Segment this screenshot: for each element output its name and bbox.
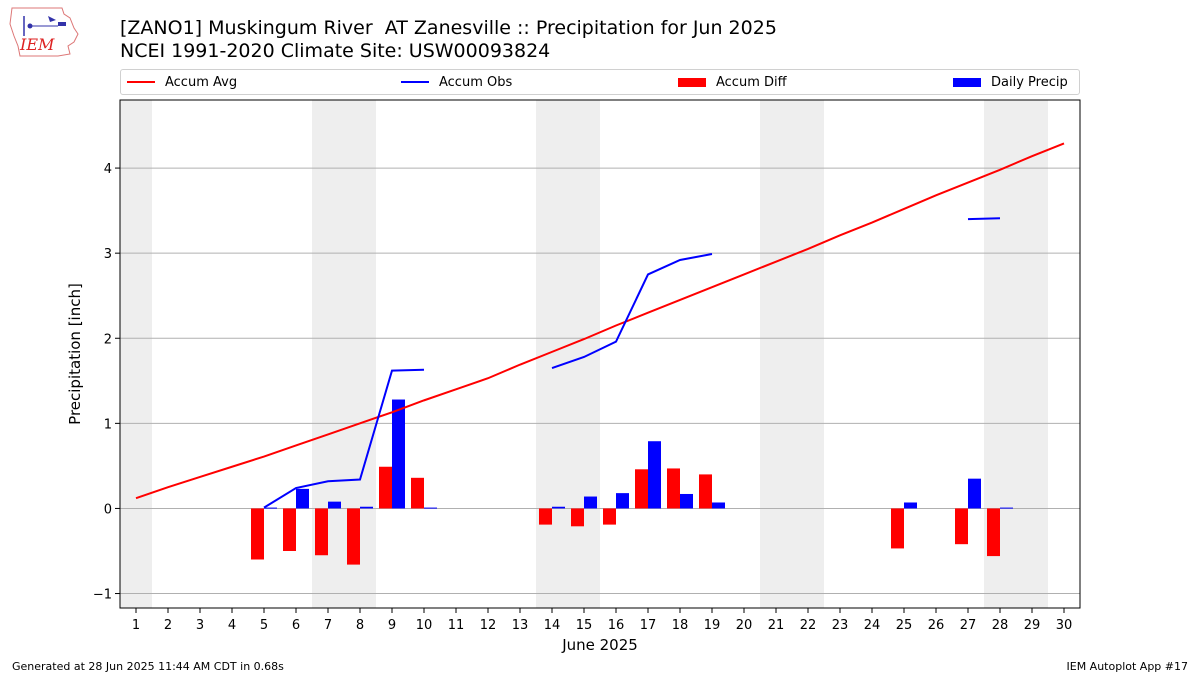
x-tick-label-18: 18 [672, 618, 689, 633]
x-tick-label-11: 11 [448, 618, 465, 633]
legend-item-accum-obs: Accum Obs [401, 74, 512, 90]
x-tick-label-30: 30 [1056, 618, 1073, 633]
accum-diff-bar-day-28 [987, 508, 1000, 557]
daily-precip-bar-day-8 [360, 506, 373, 509]
legend-label-daily-precip: Daily Precip [991, 74, 1068, 90]
x-tick-label-4: 4 [228, 618, 236, 633]
legend-swatch-accum-obs [401, 81, 429, 83]
x-tick-label-3: 3 [196, 618, 204, 633]
footer-generated-text: Generated at 28 Jun 2025 11:44 AM CDT in… [12, 660, 284, 673]
accum-diff-bar-day-16 [603, 508, 616, 525]
daily-precip-bar-day-9 [392, 399, 405, 509]
y-tick-label-0: 0 [104, 502, 112, 517]
x-tick-label-16: 16 [608, 618, 625, 633]
x-tick-label-12: 12 [480, 618, 497, 633]
iem-logo: IEM [9, 7, 79, 57]
y-tick-label--1: −1 [93, 588, 112, 603]
x-tick-label-17: 17 [640, 618, 657, 633]
x-tick-label-27: 27 [960, 618, 977, 633]
x-tick-label-19: 19 [704, 618, 721, 633]
chart-title: [ZANO1] Muskingum River AT Zanesville ::… [120, 17, 777, 39]
x-tick-label-26: 26 [928, 618, 945, 633]
legend-label-accum-avg: Accum Avg [165, 74, 238, 90]
accum-obs-line-segment-2 [967, 217, 1001, 221]
accum-diff-bar-day-14 [539, 508, 552, 525]
legend-label-accum-obs: Accum Obs [439, 74, 513, 90]
y-tick-label-4: 4 [104, 162, 112, 177]
x-tick-label-15: 15 [576, 618, 593, 633]
x-tick-label-10: 10 [416, 618, 433, 633]
legend-label-accum-diff: Accum Diff [716, 74, 787, 90]
x-tick-label-7: 7 [324, 618, 332, 633]
x-tick-label-9: 9 [388, 618, 396, 633]
daily-precip-bar-day-6 [296, 488, 309, 509]
x-axis-label: June 2025 [561, 636, 638, 654]
x-tick-label-28: 28 [992, 618, 1009, 633]
x-tick-label-21: 21 [768, 618, 785, 633]
x-tick-label-22: 22 [800, 618, 817, 633]
x-tick-label-2: 2 [164, 618, 172, 633]
accum-diff-bar-day-17 [635, 469, 648, 509]
daily-precip-bar-day-7 [328, 501, 341, 509]
logo-text: IEM [19, 35, 55, 54]
daily-precip-bar-day-25 [904, 502, 917, 509]
legend-item-accum-avg: Accum Avg [127, 74, 237, 90]
accum-diff-bar-day-7 [315, 508, 328, 556]
accum-avg-line [135, 142, 1065, 500]
accum-diff-bar-day-27 [955, 508, 968, 545]
weekend-shade-0 [120, 100, 152, 608]
legend-swatch-accum-diff [678, 77, 706, 87]
daily-precip-bar-day-15 [584, 496, 597, 509]
accum-diff-bar-day-18 [667, 468, 680, 509]
x-tick-label-20: 20 [736, 618, 753, 633]
legend-item-daily-precip: Daily Precip [953, 74, 1068, 90]
x-tick-label-5: 5 [260, 618, 268, 633]
x-tick-label-1: 1 [132, 618, 140, 633]
x-tick-label-23: 23 [832, 618, 849, 633]
plot-frame [119, 99, 1081, 609]
chart-subtitle: NCEI 1991-2020 Climate Site: USW00093824 [120, 40, 551, 62]
y-tick-label-3: 3 [104, 247, 112, 262]
daily-precip-bar-day-16 [616, 493, 629, 509]
accum-obs-line-segment-1 [551, 253, 713, 369]
daily-precip-bar-day-27 [968, 478, 981, 509]
accum-diff-bar-day-15 [571, 508, 584, 527]
x-tick-label-6: 6 [292, 618, 300, 633]
y-tick-label-1: 1 [104, 417, 112, 432]
accum-diff-bar-day-6 [283, 508, 296, 551]
accum-diff-bar-day-5 [251, 508, 264, 560]
daily-precip-bar-day-28 [1000, 507, 1013, 509]
accum-diff-bar-day-10 [411, 477, 424, 509]
legend-swatch-accum-avg [127, 81, 155, 83]
y-tick-label-2: 2 [104, 332, 112, 347]
accum-diff-bar-day-9 [379, 466, 392, 509]
daily-precip-bar-day-19 [712, 502, 725, 509]
daily-precip-bar-day-5 [264, 507, 277, 509]
accum-obs-line-segment-0 [263, 368, 425, 509]
x-tick-label-24: 24 [864, 618, 881, 633]
weekend-shade-3 [760, 100, 824, 608]
accum-diff-bar-day-19 [699, 474, 712, 509]
chart-legend: Accum Avg Accum Obs Accum Diff Daily Pre… [120, 69, 1080, 95]
x-tick-label-25: 25 [896, 618, 913, 633]
accum-diff-bar-day-8 [347, 508, 360, 565]
y-axis-label: Precipitation [inch] [66, 283, 84, 425]
daily-precip-bar-day-17 [648, 441, 661, 509]
x-tick-label-8: 8 [356, 618, 364, 633]
accum-diff-bar-day-25 [891, 508, 904, 549]
daily-precip-bar-day-18 [680, 493, 693, 509]
daily-precip-bar-day-14 [552, 506, 565, 509]
x-tick-label-29: 29 [1024, 618, 1041, 633]
legend-swatch-daily-precip [953, 77, 981, 87]
legend-item-accum-diff: Accum Diff [678, 74, 787, 90]
footer-app-text: IEM Autoplot App #17 [1066, 660, 1189, 673]
x-tick-label-14: 14 [544, 618, 561, 633]
x-tick-label-13: 13 [512, 618, 529, 633]
daily-precip-bar-day-10 [424, 507, 437, 509]
